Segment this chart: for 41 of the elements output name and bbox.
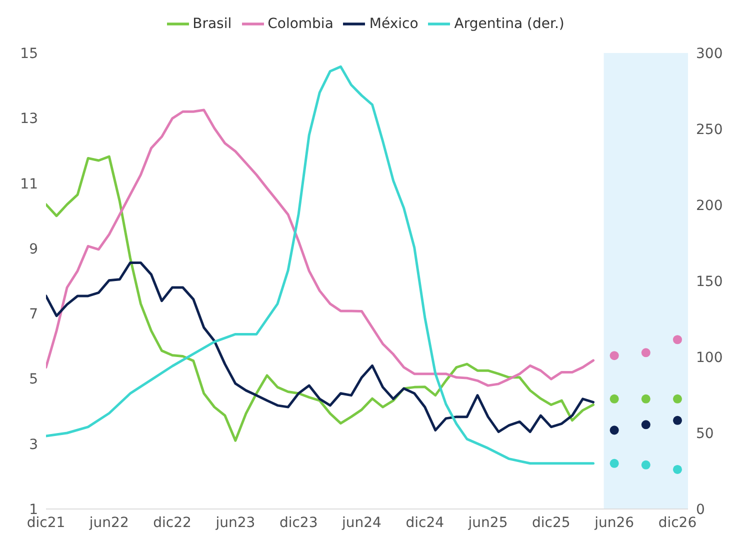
y-tick-label: 9 (29, 241, 38, 258)
x-tick-label: jun23 (214, 514, 256, 531)
point (641, 420, 650, 430)
y2-tick-label: 250 (696, 122, 723, 138)
y2-tick-label: 100 (696, 350, 723, 366)
legend-label: México (369, 16, 418, 32)
legend-label: Colombia (268, 16, 334, 32)
point (672, 394, 682, 404)
line-series (46, 108, 595, 387)
x-tick-label: dic24 (406, 514, 444, 531)
y-tick-label: 11 (20, 176, 38, 192)
point (641, 394, 650, 404)
y2-tick-label: 200 (696, 198, 723, 214)
y-tick-label: 7 (29, 306, 38, 323)
point (610, 351, 619, 360)
legend-label: Argentina (der.) (454, 16, 564, 32)
line-series (46, 65, 595, 465)
x-tick-label: dic23 (279, 514, 318, 531)
y-tick-label: 13 (20, 111, 38, 128)
y-tick-label: 5 (29, 372, 38, 388)
y2-tick-label: 300 (696, 46, 723, 62)
x-tick-label: jun25 (467, 514, 508, 531)
x-tick-label: jun24 (341, 514, 382, 531)
x-tick-label: dic26 (658, 514, 697, 531)
legend-label: Brasil (192, 16, 232, 32)
point (610, 426, 619, 435)
y-tick-label: 15 (20, 46, 38, 62)
point (672, 416, 682, 425)
x-tick-label: dic22 (153, 514, 192, 531)
line-series (46, 155, 595, 442)
point (610, 394, 619, 404)
x-tick-label: dic25 (532, 514, 570, 531)
y2-tick-label: 50 (696, 426, 714, 442)
point (672, 335, 682, 344)
x-tick-label: jun22 (88, 514, 129, 531)
point (641, 348, 650, 358)
y2-tick-label: 150 (696, 274, 723, 290)
line-series (46, 262, 595, 434)
y-tick-label: 3 (29, 436, 38, 453)
y2-tick-label: 0 (696, 502, 705, 518)
x-tick-label: jun26 (594, 514, 634, 531)
